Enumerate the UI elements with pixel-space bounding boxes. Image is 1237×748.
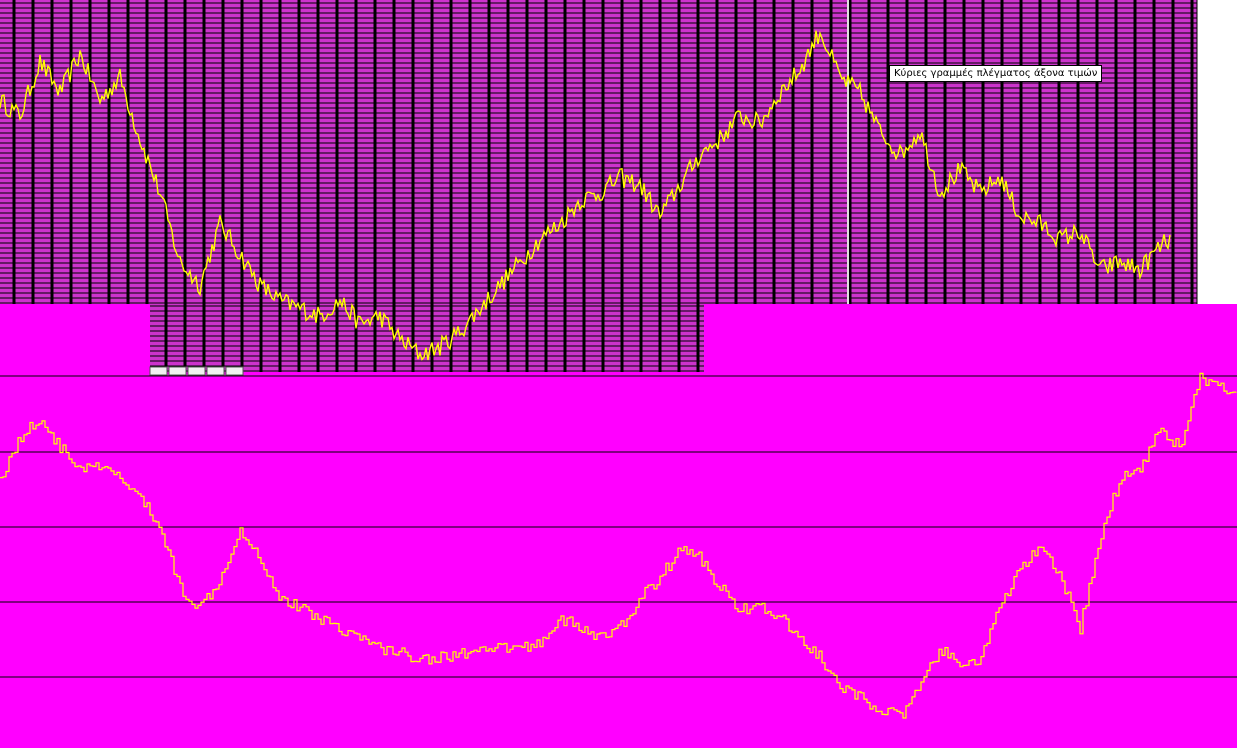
upper-gridlines — [0, 0, 1198, 372]
selection-handle — [225, 366, 244, 376]
gridlines-tooltip: Κύριες γραμμές πλέγματος άξονα τιμών — [889, 65, 1103, 82]
upper-series-line — [0, 30, 1171, 361]
selection-handle — [187, 366, 206, 376]
selection-handles — [149, 366, 244, 376]
selection-handle — [149, 366, 168, 376]
lower-plot-background — [0, 304, 1237, 748]
selection-handle — [206, 366, 225, 376]
upper-panel — [0, 0, 1198, 376]
lower-panel — [0, 304, 1237, 748]
selection-handle — [168, 366, 187, 376]
lower-gridlines — [0, 375, 1237, 678]
lower-series-line — [0, 372, 1237, 719]
